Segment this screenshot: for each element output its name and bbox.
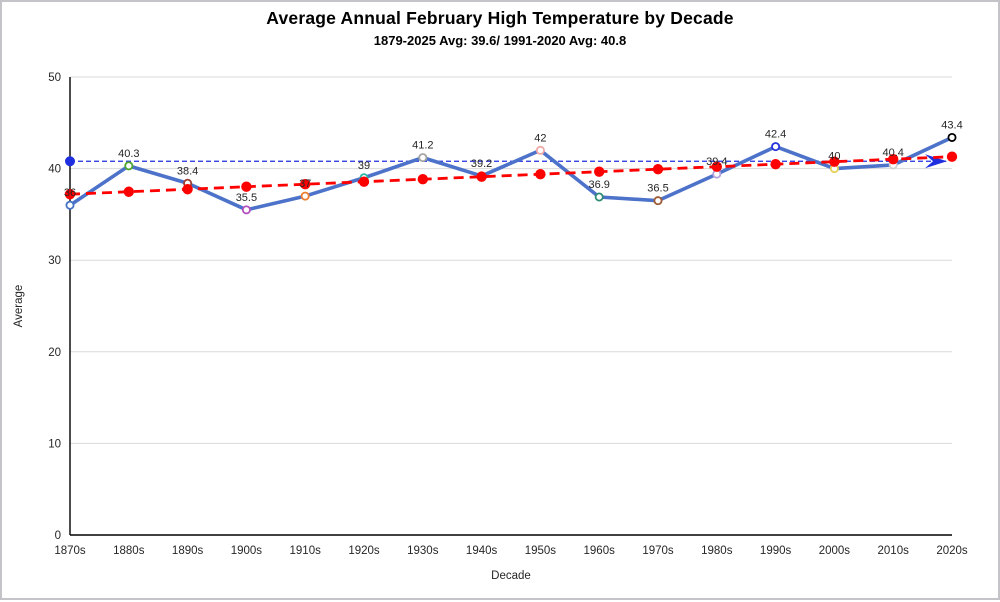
data-point-1990s bbox=[771, 142, 781, 152]
trend-dot-1990s bbox=[770, 159, 781, 170]
trend-dot-1950s bbox=[535, 169, 546, 180]
x-tick-label: 1920s bbox=[348, 545, 380, 557]
trend-dot-1940s bbox=[476, 171, 487, 182]
x-tick-label: 1870s bbox=[54, 545, 86, 557]
x-tick-label: 1910s bbox=[290, 545, 322, 557]
data-label-2010s: 40.4 bbox=[882, 147, 903, 159]
trend-dot-1960s bbox=[594, 166, 605, 177]
x-axis-title: Decade bbox=[491, 570, 531, 582]
x-tick-label: 1890s bbox=[172, 545, 204, 557]
trend-dot-2010s bbox=[888, 153, 899, 165]
trend-dot-1880s bbox=[123, 186, 134, 197]
data-label-1990s: 42.4 bbox=[765, 129, 786, 141]
trend-dot-1970s bbox=[652, 164, 664, 175]
trend-dot-1920s bbox=[358, 176, 370, 187]
temperature-line bbox=[68, 135, 954, 212]
y-tick-label: 10 bbox=[48, 438, 61, 450]
y-tick-label: 20 bbox=[48, 347, 61, 359]
trend-dot-1930s bbox=[417, 174, 428, 185]
data-label-1920s: 39 bbox=[358, 160, 370, 172]
x-tick-label: 1950s bbox=[525, 545, 557, 557]
data-point-1930s bbox=[418, 153, 428, 163]
data-point-1970s bbox=[653, 196, 663, 206]
trendline bbox=[69, 155, 953, 196]
data-label-1870s: 36 bbox=[64, 187, 76, 199]
data-label-1880s: 40.3 bbox=[118, 148, 139, 160]
data-label-2020s: 43.4 bbox=[941, 119, 962, 131]
data-label-1900s: 35.5 bbox=[236, 192, 257, 204]
x-tick-label: 1990s bbox=[760, 545, 792, 557]
data-label-1940s: 39.2 bbox=[471, 158, 492, 170]
data-point-1900s bbox=[241, 205, 251, 215]
chart-subtitle: 1879-2025 Avg: 39.6/ 1991-2020 Avg: 40.8 bbox=[373, 33, 627, 48]
chart-title: Average Annual February High Temperature… bbox=[266, 8, 734, 28]
refline-arrow-icon bbox=[925, 154, 947, 169]
x-tick-label: 1960s bbox=[584, 545, 616, 557]
y-tick-label: 0 bbox=[55, 530, 61, 542]
data-label-1890s: 38.4 bbox=[177, 165, 198, 177]
x-tick-label: 2000s bbox=[819, 545, 851, 557]
x-tick-label: 1940s bbox=[466, 545, 498, 557]
trend-dot-2000s bbox=[829, 156, 840, 167]
y-tick-label: 30 bbox=[48, 255, 61, 267]
y-tick-label: 50 bbox=[48, 72, 61, 84]
data-label-1960s: 36.9 bbox=[588, 179, 609, 191]
data-point-1870s bbox=[65, 200, 75, 210]
trend-dot-2020s bbox=[946, 151, 958, 162]
x-tick-label: 1930s bbox=[407, 545, 439, 557]
data-label-1970s: 36.5 bbox=[647, 183, 668, 195]
x-tick-label: 2020s bbox=[936, 545, 968, 557]
data-point-2020s bbox=[947, 132, 957, 142]
data-label-1950s: 42 bbox=[534, 132, 546, 144]
trend-dot-1870s bbox=[64, 189, 76, 200]
data-label-1910s: 37 bbox=[299, 178, 311, 190]
trend-dot-1910s bbox=[300, 179, 311, 190]
data-label-1930s: 41.2 bbox=[412, 140, 433, 152]
trend-dot-1890s bbox=[182, 184, 193, 195]
data-point-1880s bbox=[124, 161, 134, 171]
x-tick-label: 1980s bbox=[701, 545, 733, 557]
data-point-1960s bbox=[594, 192, 604, 202]
x-tick-label: 2010s bbox=[878, 545, 910, 557]
data-label-1980s: 39.4 bbox=[706, 156, 727, 168]
data-point-1910s bbox=[300, 191, 310, 201]
refline-start-dot bbox=[65, 156, 75, 167]
x-tick-label: 1900s bbox=[231, 545, 263, 557]
x-tick-label: 1880s bbox=[113, 545, 145, 557]
y-axis-title: Average bbox=[13, 285, 25, 328]
data-point-1950s bbox=[535, 145, 545, 155]
data-label-2000s: 40 bbox=[828, 151, 840, 163]
trend-dot-1980s bbox=[711, 161, 722, 172]
x-tick-label: 1970s bbox=[642, 545, 674, 557]
y-tick-label: 40 bbox=[48, 164, 61, 176]
trend-dot-1900s bbox=[241, 181, 252, 192]
